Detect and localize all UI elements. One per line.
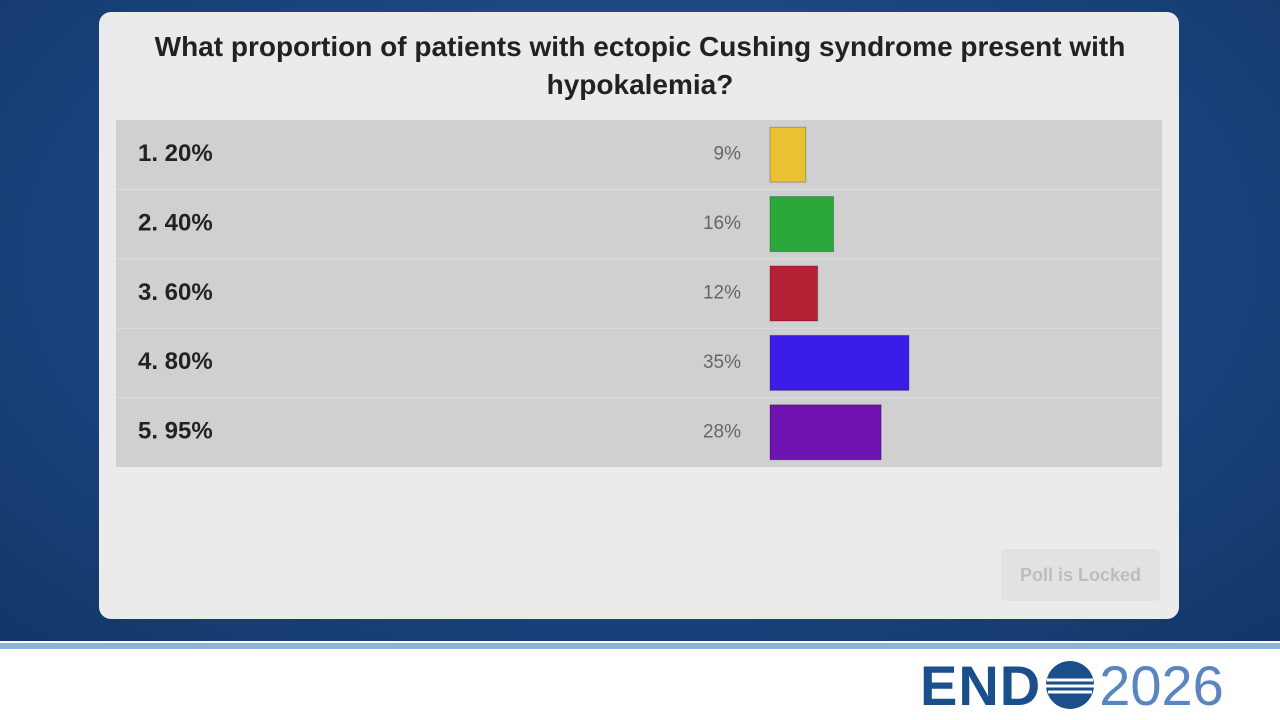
logo-globe xyxy=(1046,661,1095,709)
poll-locked-button[interactable]: Poll is Locked xyxy=(1001,549,1160,601)
logo: END 2026 xyxy=(920,653,1224,717)
bar xyxy=(769,404,882,461)
poll-chart: 1. 20% 9% 2. 40% 16% 3. 60% 12% 4. 80% 35% 5. 95… xyxy=(116,120,1162,467)
value-label: 9% xyxy=(714,144,742,165)
row xyxy=(116,258,1162,329)
bar xyxy=(769,126,807,183)
bar xyxy=(769,196,835,253)
option-label: 4. 80% xyxy=(138,348,213,375)
value-label: 28% xyxy=(703,421,741,442)
logo-right: 2026 xyxy=(1099,653,1224,717)
value-label: 12% xyxy=(703,283,741,304)
option-label: 1. 20% xyxy=(138,140,213,167)
value-label: 16% xyxy=(703,213,741,234)
logo-left: END xyxy=(920,653,1042,717)
row xyxy=(116,328,1162,398)
bar xyxy=(769,265,819,322)
stripe xyxy=(0,643,1280,649)
row xyxy=(116,189,1162,259)
row xyxy=(116,120,1162,190)
option-label: 3. 60% xyxy=(138,279,213,306)
bar xyxy=(769,334,910,391)
option-label: 5. 95% xyxy=(138,418,213,445)
row xyxy=(116,397,1162,467)
option-label: 2. 40% xyxy=(138,209,213,236)
poll-title: What proportion of patients with ectopic… xyxy=(154,31,1126,100)
value-label: 35% xyxy=(703,352,741,373)
